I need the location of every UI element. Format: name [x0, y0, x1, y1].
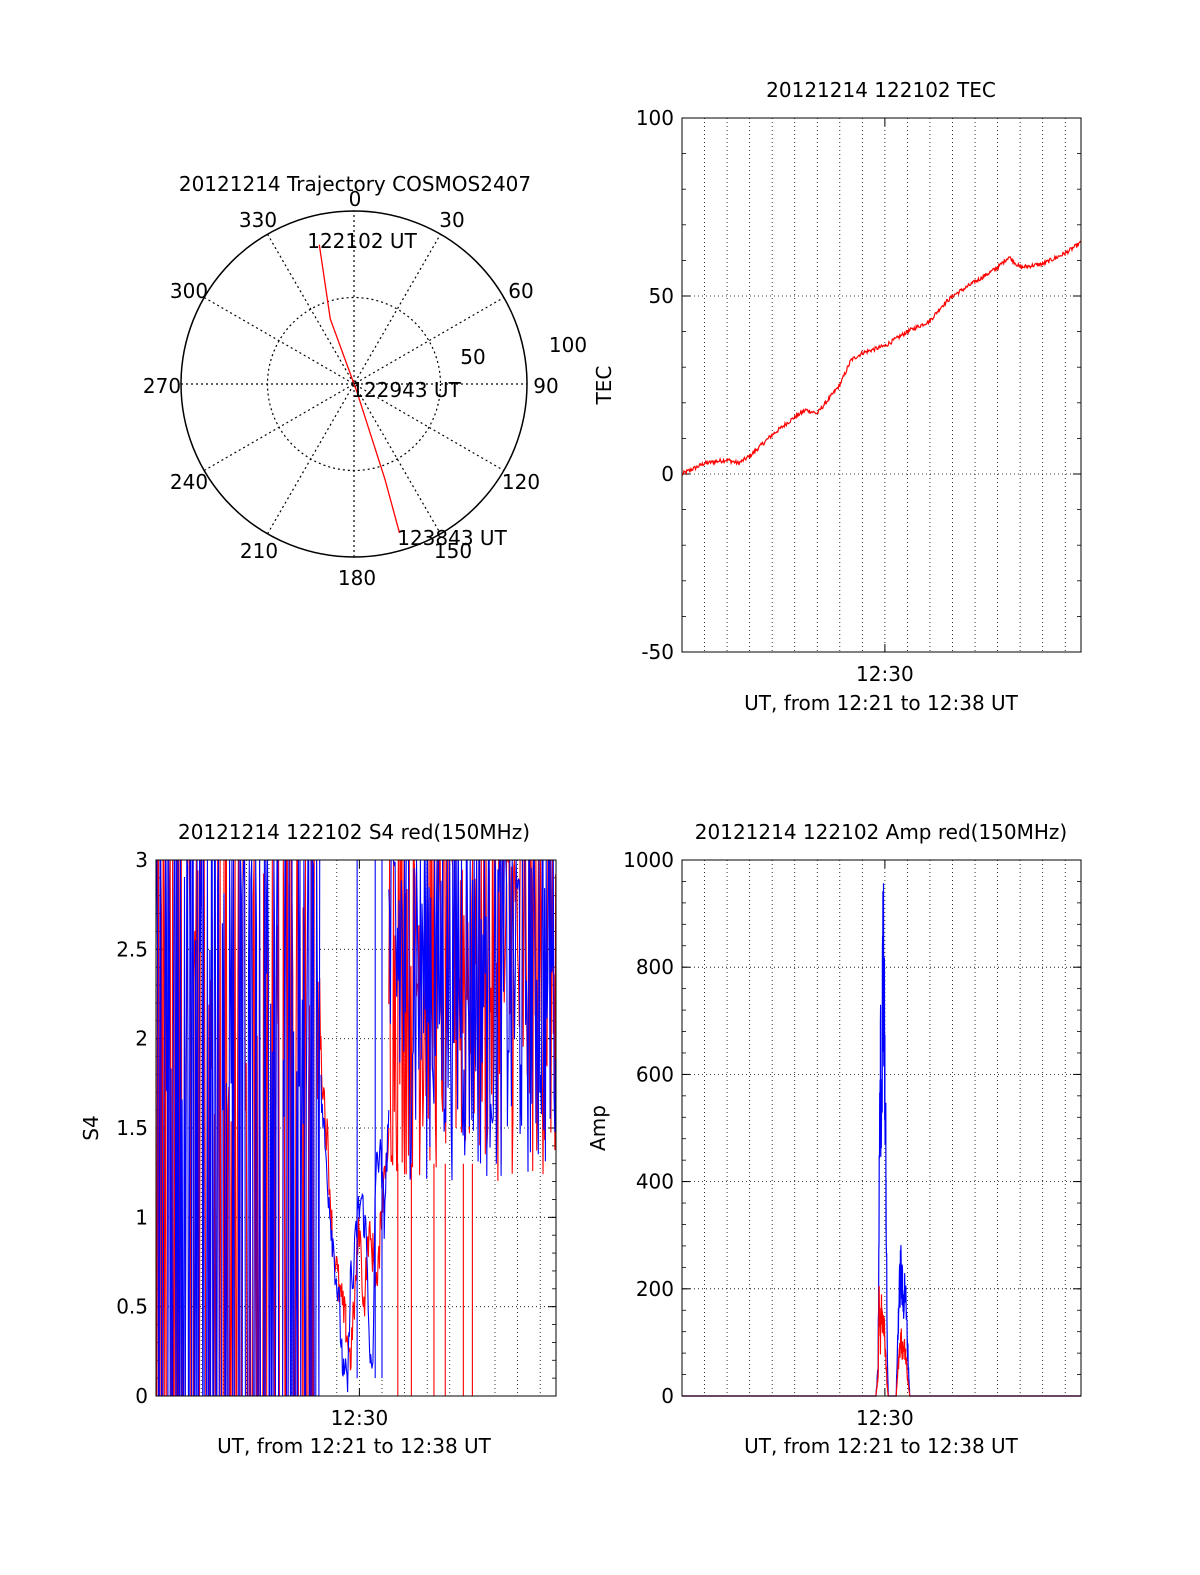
tec-ylabel: TEC	[592, 366, 616, 406]
tec-ytick-label-2: 50	[649, 284, 674, 308]
s4-series-line-1	[320, 1074, 390, 1393]
tec-series-group	[681, 240, 1082, 476]
tec-ytick-label-3: 100	[636, 106, 674, 130]
tec-ticks: -50 0 50 100 12:30	[636, 106, 1081, 686]
radial-label-100: 100	[549, 333, 587, 357]
s4-noise-blue-1	[388, 859, 557, 1181]
trajectory-path	[318, 244, 401, 534]
tec-ytick-label-0: -50	[641, 640, 674, 664]
amp-series-group	[682, 883, 1081, 1397]
angle-label-300: 300	[170, 279, 208, 303]
angle-label-60: 60	[508, 279, 533, 303]
s4-ytick-label-0: 0	[135, 1384, 148, 1408]
tec-xtick-label-0: 12:30	[856, 662, 914, 686]
amp-ytick-label-4: 800	[636, 955, 674, 979]
tec-title: 20121214 122102 TEC	[766, 78, 996, 102]
trajectory-start-label: 122102 UT	[307, 229, 417, 253]
angle-label-150: 150	[434, 539, 472, 563]
amp-ytick-label-1: 200	[636, 1277, 674, 1301]
amp-title: 20121214 122102 Amp red(150MHz)	[695, 820, 1067, 844]
trajectory-annotations: 122102 UT 122943 UT 123843 UT	[307, 229, 507, 550]
trajectory-end-label: 123843 UT	[397, 526, 507, 550]
s4-ytick-label-6: 3	[135, 848, 148, 872]
amp-ytick-label-3: 600	[636, 1062, 674, 1086]
trajectory-radial-labels: 50 100	[460, 333, 587, 369]
s4-ylabel: S4	[79, 1115, 103, 1140]
tec-grid	[682, 118, 1081, 652]
amp-ylabel: Amp	[586, 1105, 610, 1151]
angle-label-330: 330	[239, 208, 277, 232]
amp-plot: 20121214 122102 Amp red(150MHz) 0 200 400 6…	[586, 820, 1082, 1458]
trajectory-title: 20121214 Trajectory COSMOS2407	[179, 172, 531, 196]
amp-ytick-label-0: 0	[661, 1384, 674, 1408]
amp-ticks: 0 200 400 600 800 1000 12:30	[623, 848, 1081, 1430]
angle-label-210: 210	[240, 539, 278, 563]
s4-series-line-0	[320, 1036, 390, 1371]
s4-xtick-label-0: 12:30	[331, 1406, 389, 1430]
angle-label-180: 180	[338, 566, 376, 590]
trajectory-polar-grid	[180, 210, 528, 558]
amp-xlabel: UT, from 12:21 to 12:38 UT	[744, 1434, 1019, 1458]
angle-label-240: 240	[170, 470, 208, 494]
s4-ytick-label-2: 1	[135, 1205, 148, 1229]
s4-ytick-label-1: 0.5	[116, 1295, 148, 1319]
tec-series-line-0	[681, 240, 1082, 476]
amp-plot-frame	[681, 859, 1082, 1397]
amp-xtick-label-0: 12:30	[856, 1406, 914, 1430]
trajectory-angle-labels: 0 30 60 90 120 150 180 210 240 270 300 3…	[143, 187, 559, 590]
radial-label-50: 50	[460, 345, 485, 369]
s4-xlabel: UT, from 12:21 to 12:38 UT	[217, 1434, 492, 1458]
angle-label-90: 90	[533, 374, 558, 398]
trajectory-polar-chart: 20121214 Trajectory COSMOS2407 0 30 60 9…	[143, 172, 587, 590]
trajectory-mid-label: 122943 UT	[351, 378, 461, 402]
amp-ytick-label-2: 400	[636, 1170, 674, 1194]
angle-label-120: 120	[502, 470, 540, 494]
tec-ytick-label-1: 0	[661, 462, 674, 486]
angle-label-30: 30	[439, 208, 464, 232]
angle-label-0: 0	[349, 187, 362, 211]
tec-plot-frame	[681, 117, 1082, 653]
s4-plot: 20121214 122102 S4 red(150MHz) 0 0.5 1 1.5 2…	[79, 820, 557, 1458]
s4-ytick-label-3: 1.5	[116, 1116, 148, 1140]
tec-xlabel: UT, from 12:21 to 12:38 UT	[744, 691, 1019, 715]
angle-label-270: 270	[143, 374, 181, 398]
amp-grid	[682, 860, 1081, 1396]
s4-title: 20121214 122102 S4 red(150MHz)	[178, 820, 530, 844]
s4-plot-frame	[155, 859, 557, 1397]
s4-ytick-label-5: 2.5	[116, 937, 148, 961]
s4-ytick-label-4: 2	[135, 1027, 148, 1051]
amp-series-line-1	[682, 1285, 1081, 1397]
s4-series-group	[156, 859, 557, 1397]
tec-plot: 20121214 122102 TEC -50 0 50 100 12:30 TEC U…	[592, 78, 1082, 715]
amp-ytick-label-5: 1000	[623, 848, 674, 872]
